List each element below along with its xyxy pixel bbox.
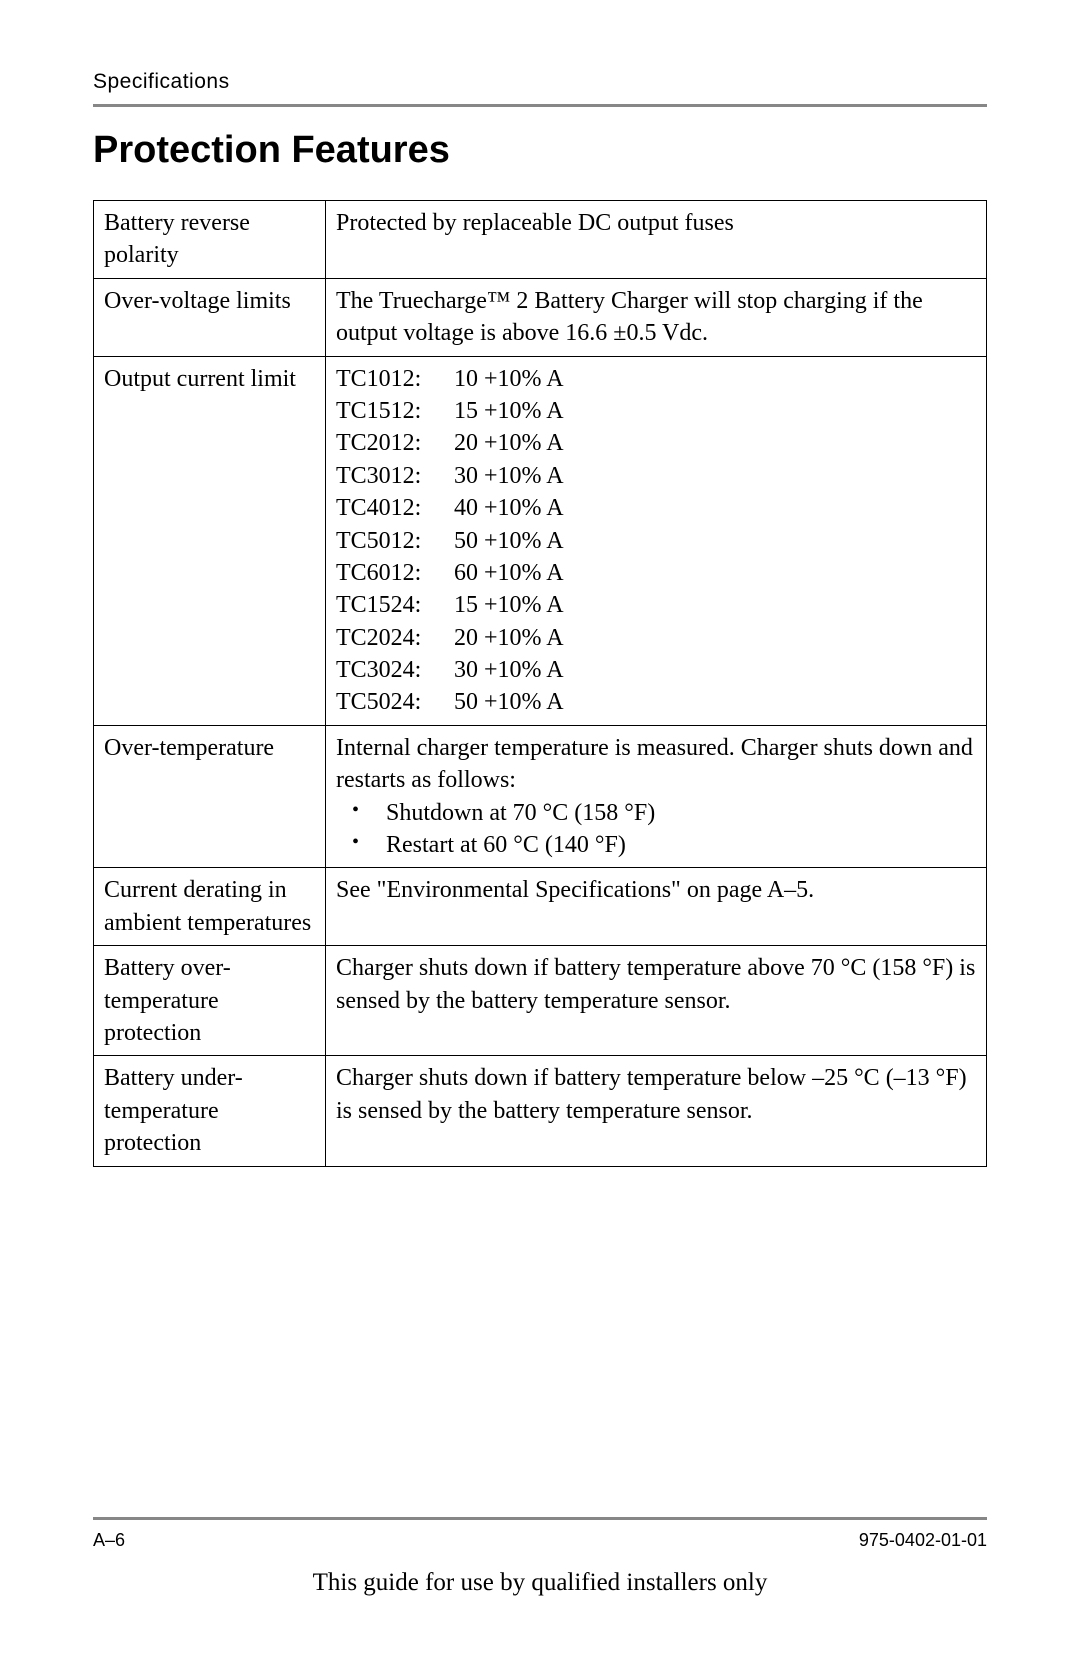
model-spec: 10 +10% A bbox=[454, 363, 564, 395]
table-row: Over-temperatureInternal charger tempera… bbox=[94, 725, 987, 868]
table-row: Current derating in ambient temperatures… bbox=[94, 868, 987, 946]
model-spec: 50 +10% A bbox=[454, 525, 564, 557]
table-row: Battery reverse polarityProtected by rep… bbox=[94, 201, 987, 279]
model-spec: 30 +10% A bbox=[454, 460, 564, 492]
row-value: Charger shuts down if battery temperatur… bbox=[326, 1056, 987, 1166]
model-row: TC4012:40 +10% A bbox=[336, 492, 976, 524]
model-spec: 60 +10% A bbox=[454, 557, 564, 589]
doc-number: 975-0402-01-01 bbox=[859, 1530, 987, 1551]
table-row: Battery over-temperature protectionCharg… bbox=[94, 946, 987, 1056]
model-row: TC3024:30 +10% A bbox=[336, 654, 976, 686]
row-label: Battery under-temperature protection bbox=[94, 1056, 326, 1166]
model-row: TC1524:15 +10% A bbox=[336, 589, 976, 621]
model-spec: 40 +10% A bbox=[454, 492, 564, 524]
row-value: Protected by replaceable DC output fuses bbox=[326, 201, 987, 279]
model-name: TC3024: bbox=[336, 654, 454, 686]
model-row: TC2024:20 +10% A bbox=[336, 622, 976, 654]
row-label: Output current limit bbox=[94, 356, 326, 725]
model-name: TC5024: bbox=[336, 686, 454, 718]
row-label: Over-voltage limits bbox=[94, 278, 326, 356]
row-value: Charger shuts down if battery temperatur… bbox=[326, 946, 987, 1056]
row-value: Internal charger temperature is measured… bbox=[326, 725, 987, 868]
page-number: A–6 bbox=[93, 1530, 125, 1551]
model-name: TC3012: bbox=[336, 460, 454, 492]
model-spec: 15 +10% A bbox=[454, 395, 564, 427]
model-row: TC2012:20 +10% A bbox=[336, 427, 976, 459]
footer-note: This guide for use by qualified installe… bbox=[93, 1569, 987, 1597]
row-value: TC1012:10 +10% ATC1512:15 +10% ATC2012:2… bbox=[326, 356, 987, 725]
bullet-item: Restart at 60 °C (140 °F) bbox=[336, 829, 976, 861]
page-title: Protection Features bbox=[93, 129, 987, 172]
model-spec: 20 +10% A bbox=[454, 622, 564, 654]
model-name: TC2012: bbox=[336, 427, 454, 459]
table-row: Battery under-temperature protectionChar… bbox=[94, 1056, 987, 1166]
row-label: Battery reverse polarity bbox=[94, 201, 326, 279]
row-text: Internal charger temperature is measured… bbox=[336, 732, 976, 797]
model-name: TC1524: bbox=[336, 589, 454, 621]
model-name: TC1512: bbox=[336, 395, 454, 427]
model-name: TC2024: bbox=[336, 622, 454, 654]
model-name: TC1012: bbox=[336, 363, 454, 395]
model-spec: 20 +10% A bbox=[454, 427, 564, 459]
top-divider bbox=[93, 104, 987, 107]
model-row: TC3012:30 +10% A bbox=[336, 460, 976, 492]
footer: A–6 975-0402-01-01 This guide for use by… bbox=[93, 1517, 987, 1597]
model-name: TC4012: bbox=[336, 492, 454, 524]
table-row: Over-voltage limitsThe Truecharge™ 2 Bat… bbox=[94, 278, 987, 356]
protection-features-table: Battery reverse polarityProtected by rep… bbox=[93, 200, 987, 1167]
model-spec: 30 +10% A bbox=[454, 654, 564, 686]
model-name: TC5012: bbox=[336, 525, 454, 557]
table-row: Output current limitTC1012:10 +10% ATC15… bbox=[94, 356, 987, 725]
model-row: TC6012:60 +10% A bbox=[336, 557, 976, 589]
model-row: TC5012:50 +10% A bbox=[336, 525, 976, 557]
bottom-divider bbox=[93, 1517, 987, 1520]
row-value: The Truecharge™ 2 Battery Charger will s… bbox=[326, 278, 987, 356]
row-label: Battery over-temperature protection bbox=[94, 946, 326, 1056]
bullet-list: Shutdown at 70 °C (158 °F)Restart at 60 … bbox=[336, 797, 976, 862]
header-label: Specifications bbox=[93, 70, 987, 94]
model-row: TC1512:15 +10% A bbox=[336, 395, 976, 427]
model-name: TC6012: bbox=[336, 557, 454, 589]
model-row: TC1012:10 +10% A bbox=[336, 363, 976, 395]
model-row: TC5024:50 +10% A bbox=[336, 686, 976, 718]
row-label: Over-temperature bbox=[94, 725, 326, 868]
row-value: See "Environmental Specifications" on pa… bbox=[326, 868, 987, 946]
row-label: Current derating in ambient temperatures bbox=[94, 868, 326, 946]
model-spec: 15 +10% A bbox=[454, 589, 564, 621]
model-spec: 50 +10% A bbox=[454, 686, 564, 718]
bullet-item: Shutdown at 70 °C (158 °F) bbox=[336, 797, 976, 829]
